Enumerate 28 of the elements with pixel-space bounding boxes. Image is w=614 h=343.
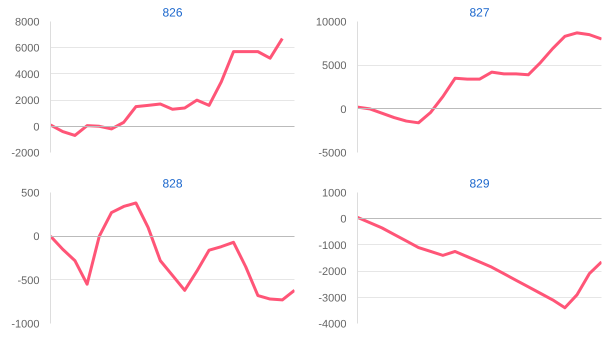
y-tick-label: 0 [340,214,347,226]
line-series [50,37,284,137]
y-tick-label: -2000 [318,266,347,278]
y-tick-label: 6000 [15,42,40,55]
y-tick-label: 5000 [322,60,347,72]
y-tick-label: -500 [17,274,40,287]
line-series [358,216,602,310]
y-tick-label: -2000 [11,148,40,160]
y-tick-label: 0 [33,121,40,134]
y-tick-label: 4000 [15,68,40,81]
y-tick-label: -1000 [318,240,347,252]
chart-title: 828 [162,176,183,190]
y-tick-label: 0 [33,231,40,244]
chart-title: 827 [469,6,490,20]
y-tick-label: 10000 [316,16,347,28]
line-series [358,31,602,124]
y-tick-label: 0 [340,104,347,116]
chart-title: 826 [162,6,183,20]
y-tick-label: 2000 [15,95,40,108]
line-series [50,201,294,302]
y-tick-label: -1000 [11,318,40,330]
y-tick-label: -5000 [318,148,347,160]
chart-title: 829 [469,176,490,190]
y-tick-label: -3000 [318,292,347,304]
y-tick-label: 1000 [322,188,347,200]
y-tick-label: -4000 [318,318,347,330]
y-tick-label: 8000 [15,16,40,28]
y-tick-label: 500 [21,188,40,200]
